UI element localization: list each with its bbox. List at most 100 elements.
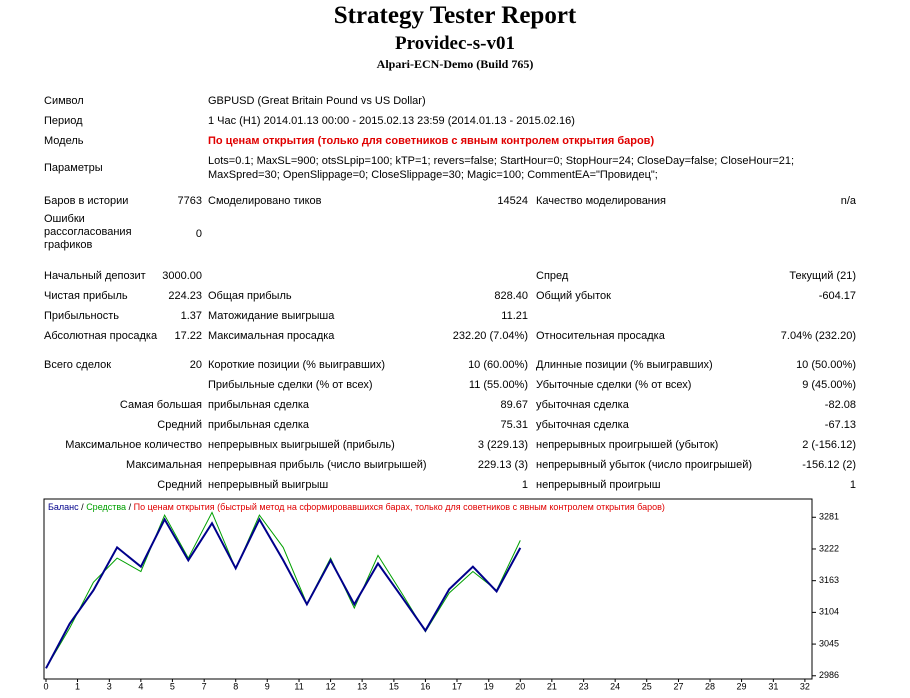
y-tick-label: 2986 [819, 670, 839, 680]
stat-label: Короткие позиции (% выигравших) [208, 359, 386, 371]
stat-label: Относительная просадка [536, 330, 665, 342]
stat-label: Общий убыток [536, 290, 611, 302]
stat-value: 1 [521, 479, 528, 491]
x-tick-label: 9 [265, 681, 270, 691]
stat-value: -82.08 [824, 399, 856, 411]
x-tick-label: 25 [642, 681, 652, 691]
field-value: Lots=0.1; MaxSL=900; otsSLpip=100; kTP=1… [208, 155, 795, 167]
stat-label: убыточная сделка [536, 419, 629, 431]
field-value: 1 Час (H1) 2014.01.13 00:00 - 2015.02.13… [208, 115, 575, 127]
x-tick-label: 3 [107, 681, 112, 691]
stat-value: 75.31 [500, 419, 528, 431]
field-label: Период [44, 115, 83, 127]
field-value: MaxSpred=30; OpenSlippage=0; CloseSlippa… [208, 169, 658, 181]
legend: Баланс / Средства / По ценам открытия (б… [48, 502, 665, 512]
x-tick-label: 21 [547, 681, 557, 691]
stat-label: Прибыльные сделки (% от всех) [208, 379, 373, 391]
x-tick-label: 17 [452, 681, 462, 691]
stat-label: Спред [536, 270, 569, 282]
stat-value: 10 (60.00%) [468, 359, 528, 371]
x-tick-label: 4 [138, 681, 143, 691]
y-tick-label: 3281 [819, 512, 839, 522]
legend-entry: Баланс [48, 502, 79, 512]
stat-value: 11 (55.00%) [468, 379, 528, 391]
y-tick-label: 3222 [819, 543, 839, 553]
stat-value: 1.37 [180, 310, 202, 322]
stat-value: 2 (-156.12) [802, 439, 856, 451]
stat-value: 3 (229.13) [477, 439, 528, 451]
y-tick-label: 3045 [819, 638, 839, 648]
stat-value: -604.17 [818, 290, 856, 302]
stat-label: Длинные позиции (% выигравших) [536, 359, 713, 371]
plot-frame [43, 498, 813, 680]
field-label: Символ [44, 95, 84, 107]
legend-separator: / [129, 502, 132, 512]
field-value: По ценам открытия (только для советников… [208, 135, 655, 147]
x-tick-label: 8 [233, 681, 238, 691]
stat-value: 11.21 [501, 310, 528, 322]
stat-value: 229.13 (3) [477, 459, 528, 471]
stat-value: n/a [840, 195, 856, 207]
x-tick-label: 32 [800, 681, 810, 691]
stat-value: 14524 [497, 195, 528, 207]
stat-label: Качество моделирования [536, 195, 666, 207]
stat-label: убыточная сделка [536, 399, 629, 411]
stat-value: -156.12 (2) [802, 459, 856, 471]
x-tick-label: 7 [202, 681, 207, 691]
x-tick-label: 11 [294, 681, 303, 691]
stat-value: 224.23 [168, 290, 202, 302]
stat-value: -67.13 [824, 419, 856, 431]
x-tick-label: 23 [579, 681, 589, 691]
x-tick-label: 27 [673, 681, 683, 691]
series-line [45, 511, 521, 669]
report-title: Strategy Tester Report [333, 2, 577, 29]
field-value: GBPUSD (Great Britain Pound vs US Dollar… [208, 95, 426, 107]
stat-label: Матожидание выигрыша [208, 310, 335, 322]
stat-label: непрерывная прибыль (число выигрышей) [208, 459, 427, 471]
x-tick-label: 13 [357, 681, 367, 691]
stat-value: 7763 [177, 195, 202, 207]
report-subtitle: Providec-s-v01 [395, 33, 515, 54]
stat-value: 828.40 [494, 290, 528, 302]
stat-value: 89.67 [500, 399, 528, 411]
x-tick-label: 16 [420, 681, 430, 691]
y-tick-label: 3104 [819, 607, 839, 617]
stat-caption: Средний [157, 479, 202, 491]
stat-label: Смоделировано тиков [208, 195, 322, 207]
stat-value: 1 [849, 479, 856, 491]
stat-value: Текущий (21) [789, 270, 856, 282]
stat-value: 3000.00 [162, 270, 202, 282]
legend-mode: По ценам открытия (быстрый метод на сфор… [134, 502, 665, 512]
stat-label: прибыльная сделка [208, 399, 310, 411]
stat-label: Прибыльность [44, 310, 119, 322]
x-tick-label: 19 [484, 681, 494, 691]
stat-label: Максимальная просадка [208, 330, 335, 342]
stat-label: Начальный депозит [44, 270, 146, 282]
x-tick-label: 24 [610, 681, 620, 691]
stat-label: прибыльная сделка [208, 419, 310, 431]
stat-value: 9 (45.00%) [802, 379, 856, 391]
stat-label: Чистая прибыль [44, 290, 128, 302]
stat-caption: Средний [157, 419, 202, 431]
legend-entry: Средства [86, 502, 126, 512]
stat-label: непрерывный проигрыш [536, 479, 661, 491]
stat-value: 17.22 [174, 330, 202, 342]
field-label: Параметры [44, 162, 103, 174]
stat-caption: Максимальная [126, 459, 202, 471]
stat-label: непрерывных выигрышей (прибыль) [208, 439, 395, 451]
stat-value: 232.20 (7.04%) [452, 330, 528, 342]
server-name: Alpari-ECN-Demo (Build 765) [376, 57, 534, 71]
legend-separator: / [81, 502, 84, 512]
stat-label: Общая прибыль [208, 290, 292, 302]
x-tick-label: 20 [515, 681, 525, 691]
stat-label: Абсолютная просадка [44, 330, 158, 342]
stat-value: 0 [195, 228, 202, 240]
x-tick-label: 28 [705, 681, 715, 691]
stat-value: 10 (50.00%) [796, 359, 856, 371]
x-tick-label: 15 [389, 681, 399, 691]
stat-caption: Самая большая [119, 399, 202, 411]
x-tick-label: 31 [768, 681, 778, 691]
stat-label: непрерывный убыток (число проигрышей) [536, 459, 753, 471]
x-tick-label: 5 [170, 681, 175, 691]
